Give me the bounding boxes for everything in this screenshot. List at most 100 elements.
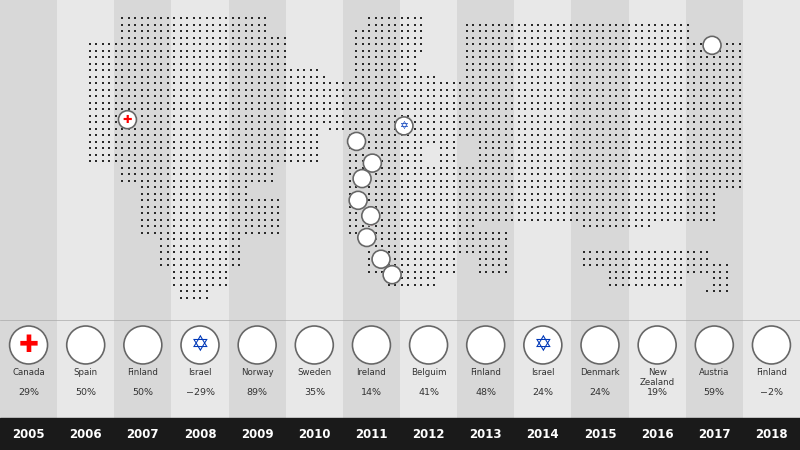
Point bbox=[356, 144, 369, 152]
Point bbox=[421, 248, 434, 256]
Point bbox=[246, 209, 258, 216]
Point bbox=[310, 73, 323, 80]
Point bbox=[707, 131, 720, 139]
Point bbox=[421, 164, 434, 171]
Point bbox=[460, 112, 473, 119]
Point bbox=[584, 190, 597, 197]
Point bbox=[714, 138, 726, 145]
Point bbox=[129, 79, 142, 86]
Point bbox=[466, 86, 479, 93]
Point bbox=[285, 125, 298, 132]
Point bbox=[486, 255, 499, 262]
Point bbox=[441, 125, 454, 132]
Point bbox=[720, 281, 733, 288]
Point bbox=[622, 184, 635, 191]
Point bbox=[434, 164, 447, 171]
Point bbox=[493, 171, 506, 178]
Point bbox=[96, 112, 109, 119]
Point bbox=[317, 79, 330, 86]
Point bbox=[694, 60, 707, 67]
Point bbox=[655, 47, 668, 54]
Point bbox=[564, 144, 577, 152]
Point bbox=[285, 73, 298, 80]
Bar bbox=[238, 343, 276, 347]
Point bbox=[635, 158, 648, 165]
Point bbox=[642, 47, 655, 54]
Point bbox=[577, 125, 590, 132]
Point bbox=[226, 242, 239, 249]
Bar bbox=[10, 326, 16, 364]
Point bbox=[213, 92, 226, 99]
Point bbox=[323, 86, 337, 93]
Text: ✚: ✚ bbox=[18, 333, 38, 357]
Point bbox=[356, 158, 369, 165]
Point bbox=[356, 164, 369, 171]
Point bbox=[674, 274, 687, 282]
Point bbox=[597, 209, 610, 216]
Bar bbox=[466, 342, 505, 348]
Point bbox=[720, 112, 733, 119]
Text: Norway: Norway bbox=[241, 368, 274, 377]
Point bbox=[499, 47, 512, 54]
Point bbox=[518, 40, 531, 48]
Point bbox=[681, 196, 694, 203]
Point bbox=[402, 164, 414, 171]
Point bbox=[395, 40, 408, 48]
Point bbox=[337, 105, 350, 112]
Point bbox=[538, 99, 551, 106]
Point bbox=[272, 99, 285, 106]
Point bbox=[733, 144, 746, 152]
Point bbox=[343, 177, 356, 184]
Point bbox=[635, 261, 648, 269]
Point bbox=[558, 40, 570, 48]
Point bbox=[395, 47, 408, 54]
Point bbox=[460, 242, 473, 249]
Point bbox=[187, 79, 200, 86]
Point bbox=[726, 144, 739, 152]
Point bbox=[506, 209, 518, 216]
Point bbox=[616, 112, 629, 119]
Point bbox=[720, 73, 733, 80]
Point bbox=[304, 138, 317, 145]
Point bbox=[688, 112, 701, 119]
Point bbox=[109, 112, 122, 119]
Point bbox=[122, 54, 135, 61]
Bar bbox=[363, 161, 382, 165]
Point bbox=[603, 131, 616, 139]
Point bbox=[174, 274, 187, 282]
Point bbox=[726, 92, 739, 99]
Point bbox=[376, 190, 389, 197]
Point bbox=[616, 274, 629, 282]
Point bbox=[187, 261, 200, 269]
Point bbox=[278, 131, 291, 139]
Point bbox=[499, 99, 512, 106]
Point bbox=[376, 177, 389, 184]
Point bbox=[376, 34, 389, 41]
Point bbox=[597, 164, 610, 171]
Point bbox=[662, 196, 674, 203]
Point bbox=[460, 86, 473, 93]
Point bbox=[616, 255, 629, 262]
Point bbox=[96, 118, 109, 126]
Point bbox=[219, 203, 233, 210]
Point bbox=[213, 216, 226, 223]
Point bbox=[466, 21, 479, 28]
Point bbox=[512, 105, 525, 112]
Point bbox=[389, 86, 402, 93]
Bar bbox=[410, 326, 422, 364]
Point bbox=[402, 235, 414, 243]
Point bbox=[512, 158, 525, 165]
Point bbox=[506, 79, 518, 86]
Bar bbox=[365, 326, 378, 364]
Point bbox=[402, 125, 414, 132]
Point bbox=[662, 99, 674, 106]
Point bbox=[538, 216, 551, 223]
Point bbox=[258, 144, 271, 152]
Point bbox=[447, 164, 460, 171]
Point bbox=[362, 125, 375, 132]
Point bbox=[499, 196, 512, 203]
Point bbox=[226, 125, 239, 132]
Point bbox=[356, 222, 369, 230]
Point bbox=[194, 294, 206, 301]
Point bbox=[402, 144, 414, 152]
